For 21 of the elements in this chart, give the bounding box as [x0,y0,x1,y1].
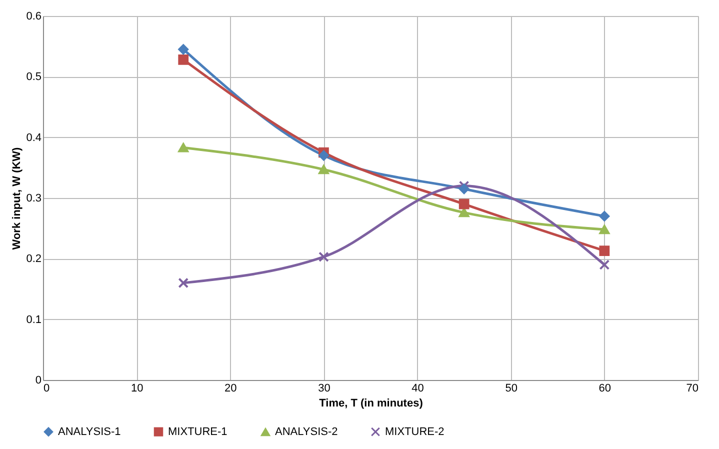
x-tick-label: 60 [598,382,612,394]
y-tick-label: 0.1 [26,314,42,326]
y-axis-title: Work input, W (KW) [11,146,24,250]
x-tick-label: 70 [686,382,698,394]
x-tick-label: 20 [224,382,237,394]
y-tick-label: 0.5 [26,71,42,84]
y-tick-label: 0.3 [26,192,42,204]
x-tick-label: 40 [412,382,424,394]
y-tick-label: 0.6 [26,10,42,22]
x-axis-title: Time, T (in minutes) [319,398,424,410]
x-tick-label: 50 [505,382,518,394]
x-tick-label: 10 [130,382,144,394]
legend-label: ANALYSIS-1 [58,426,121,438]
legend-label: MIXTURE-2 [385,426,444,438]
x-tick-label: 0 [44,382,50,394]
x-tick-label: 30 [318,382,330,394]
y-tick-label: 0.2 [26,253,42,266]
y-tick-label: 0 [35,374,42,386]
legend-label: MIXTURE-1 [168,426,228,438]
y-tick-label: 0.4 [26,132,42,144]
legend-label: ANALYSIS-2 [275,426,338,438]
